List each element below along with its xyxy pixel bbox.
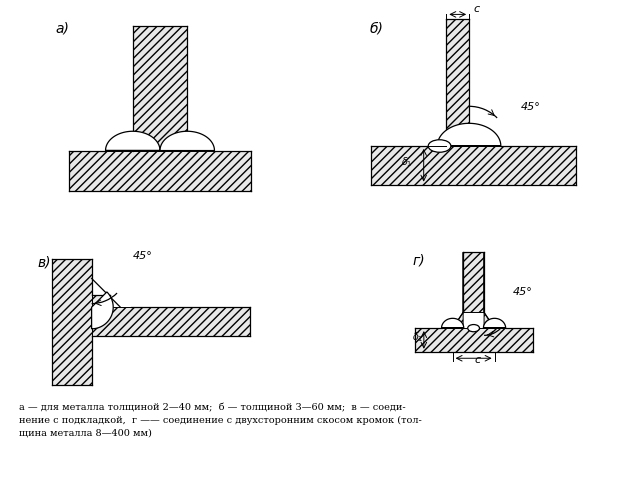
Polygon shape [452,252,463,328]
Text: $\delta_1$: $\delta_1$ [401,156,413,169]
Text: в): в) [38,255,51,269]
Text: а): а) [56,21,70,35]
Polygon shape [92,307,250,336]
Text: а — для металла толщиной 2—40 мм;  б — толщиной 3—60 мм;  в — соеди-
нение с под: а — для металла толщиной 2—40 мм; б — то… [19,403,422,437]
Polygon shape [483,318,506,328]
Polygon shape [484,252,495,328]
Polygon shape [446,19,469,146]
Polygon shape [160,131,214,151]
Polygon shape [92,295,109,307]
Polygon shape [415,328,532,352]
Polygon shape [469,123,492,146]
Text: c: c [474,4,480,14]
Ellipse shape [468,324,479,332]
Polygon shape [69,151,251,192]
Text: г): г) [412,253,425,267]
Text: 45°: 45° [520,102,540,112]
Polygon shape [92,292,113,329]
Polygon shape [463,252,484,312]
Polygon shape [371,146,576,185]
Polygon shape [437,123,501,146]
Polygon shape [442,318,464,328]
Ellipse shape [428,140,451,152]
Text: c: c [475,356,481,365]
Text: 45°: 45° [133,251,153,261]
Polygon shape [132,26,188,151]
Text: $\delta_1$: $\delta_1$ [412,330,424,344]
Text: б): б) [369,21,383,35]
Text: 45°: 45° [513,288,532,298]
Polygon shape [106,131,160,151]
Polygon shape [52,259,92,384]
